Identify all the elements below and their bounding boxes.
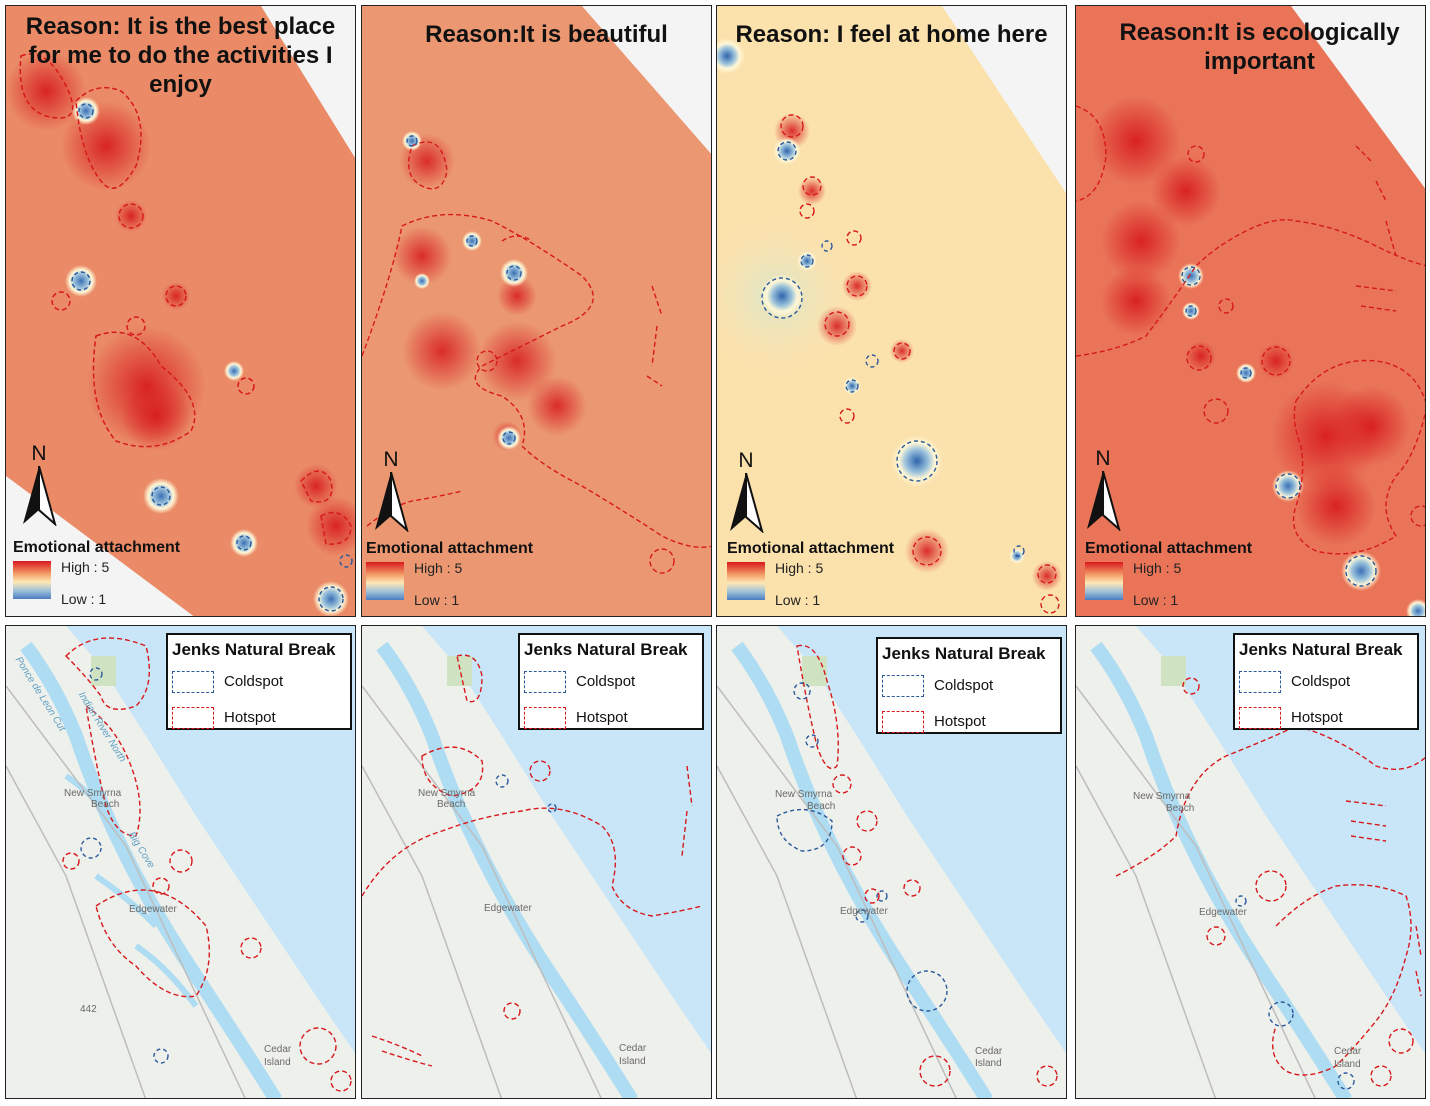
basemap-panel-1: New Smyrna Beach Edgewater Cedar Island … [5, 625, 356, 1099]
heatmap-panel-4: Reason:It is ecologically important N Em… [1075, 5, 1426, 617]
heat-legend-high: High : 5 [1133, 560, 1182, 576]
heatmap-4 [1076, 6, 1425, 616]
map-label-island: Island [1334, 1059, 1361, 1070]
heat-legend-ramp [1085, 562, 1123, 600]
heat-legend-high: High : 5 [775, 560, 824, 576]
coldspot-swatch [1239, 671, 1281, 693]
heat-legend-low: Low : 1 [414, 592, 460, 608]
heatmap-panel-1: Reason: It is the best place for me to d… [5, 5, 356, 617]
heat-legend: Emotional attachment High : 5 Low : 1 [13, 539, 181, 607]
heat-legend-low: Low : 1 [1133, 592, 1179, 608]
map-label-island: Island [619, 1056, 646, 1067]
coldspot-swatch [172, 671, 214, 693]
coldspot-label: Coldspot [1291, 673, 1351, 690]
map-label-edgewater: Edgewater [840, 906, 888, 917]
heat-legend: Emotional attachment High : 5 Low : 1 [1085, 540, 1253, 608]
coldspot-label: Coldspot [934, 677, 994, 694]
basemap-panel-4: New Smyrna Beach Edgewater Cedar Island … [1075, 625, 1426, 1099]
map-label-cedar: Cedar [1334, 1046, 1362, 1057]
jenks-legend-title: Jenks Natural Break [524, 640, 688, 659]
heat-legend-ramp [366, 562, 404, 600]
heat-legend-high: High : 5 [61, 559, 110, 575]
map-label-edgewater: Edgewater [1199, 907, 1247, 918]
north-label: N [31, 442, 47, 465]
map-label-cedar: Cedar [975, 1046, 1003, 1057]
north-label: N [383, 448, 399, 471]
jenks-legend: Jenks Natural Break Coldspot Hotspot [1233, 633, 1419, 730]
panel-title: Reason: I feel at home here [735, 21, 1048, 48]
heat-legend-ramp [13, 561, 51, 599]
hotspot-swatch [1239, 707, 1281, 729]
hotspot-label: Hotspot [934, 713, 986, 730]
hotspot-swatch [524, 707, 566, 729]
north-arrow-icon [1087, 471, 1121, 531]
coldspot-swatch [882, 675, 924, 697]
jenks-legend-title: Jenks Natural Break [1239, 640, 1403, 659]
heat-legend-title: Emotional attachment [1085, 540, 1253, 557]
map-label-new-smyrna: New Smyrna [775, 789, 833, 800]
heat-legend-low: Low : 1 [61, 591, 107, 607]
heat-legend-high: High : 5 [414, 560, 463, 576]
basemap-panel-3: New Smyrna Beach Edgewater Cedar Island … [716, 625, 1067, 1099]
panel-title: Reason:It is beautiful [425, 21, 668, 48]
jenks-legend-title: Jenks Natural Break [172, 640, 336, 659]
heat-legend-title: Emotional attachment [366, 540, 534, 557]
heatmap-panel-3: Reason: I feel at home here N Emotional … [716, 5, 1067, 617]
hotspot-swatch [172, 707, 214, 729]
heat-legend-title: Emotional attachment [727, 540, 895, 557]
coldspot-label: Coldspot [576, 673, 636, 690]
jenks-legend: Jenks Natural Break Coldspot Hotspot [876, 637, 1062, 734]
map-label-new-smyrna: New Smyrna [1133, 791, 1191, 802]
map-label-new-smyrna: New Smyrna [418, 788, 476, 799]
map-label-island: Island [975, 1058, 1002, 1069]
north-arrow: N [726, 449, 766, 533]
north-label: N [738, 449, 754, 472]
heat-legend: Emotional attachment High : 5 Low : 1 [366, 540, 534, 608]
map-label-cedar: Cedar [264, 1044, 292, 1055]
map-label-beach: Beach [1166, 803, 1195, 814]
heatmap-1 [6, 6, 355, 616]
coldspot-label: Coldspot [224, 673, 284, 690]
heat-legend-ramp [727, 562, 765, 600]
jenks-legend-title: Jenks Natural Break [882, 644, 1046, 663]
panel-title: Reason:It is ecologically important [1119, 19, 1400, 75]
panel-title: Reason: It is the best place for me to d… [25, 13, 336, 98]
map-label-edgewater: Edgewater [129, 904, 177, 915]
heatmap-panel-2: Reason:It is beautiful N Emotional attac… [361, 5, 712, 617]
heat-legend-low: Low : 1 [775, 592, 821, 608]
north-arrow: N [1083, 447, 1123, 531]
heatmap-3 [717, 6, 1066, 616]
north-arrow-icon [730, 473, 764, 533]
north-arrow: N [19, 442, 59, 526]
heat-legend-title: Emotional attachment [13, 539, 181, 556]
map-label-beach: Beach [91, 799, 120, 810]
map-label-route: 442 [80, 1004, 97, 1015]
map-label-new-smyrna: New Smyrna [64, 788, 122, 799]
heat-legend: Emotional attachment High : 5 Low : 1 [727, 540, 895, 608]
north-arrow-icon [23, 466, 57, 526]
hotspot-label: Hotspot [224, 709, 276, 726]
hotspot-label: Hotspot [576, 709, 628, 726]
map-label-edgewater: Edgewater [484, 903, 532, 914]
hotspot-swatch [882, 711, 924, 733]
map-label-cedar: Cedar [619, 1043, 647, 1054]
hotspot-label: Hotspot [1291, 709, 1343, 726]
basemap-panel-2: New Smyrna Beach Edgewater Cedar Island … [361, 625, 712, 1099]
jenks-legend: Jenks Natural Break Coldspot Hotspot [518, 633, 704, 730]
north-label: N [1095, 447, 1111, 470]
north-arrow: N [371, 448, 411, 532]
map-label-island: Island [264, 1057, 291, 1068]
north-arrow-icon [375, 472, 409, 532]
jenks-legend: Jenks Natural Break Coldspot Hotspot [166, 633, 352, 730]
map-label-beach: Beach [807, 801, 836, 812]
coldspot-swatch [524, 671, 566, 693]
map-label-beach: Beach [437, 799, 466, 810]
heatmap-2 [362, 6, 711, 616]
